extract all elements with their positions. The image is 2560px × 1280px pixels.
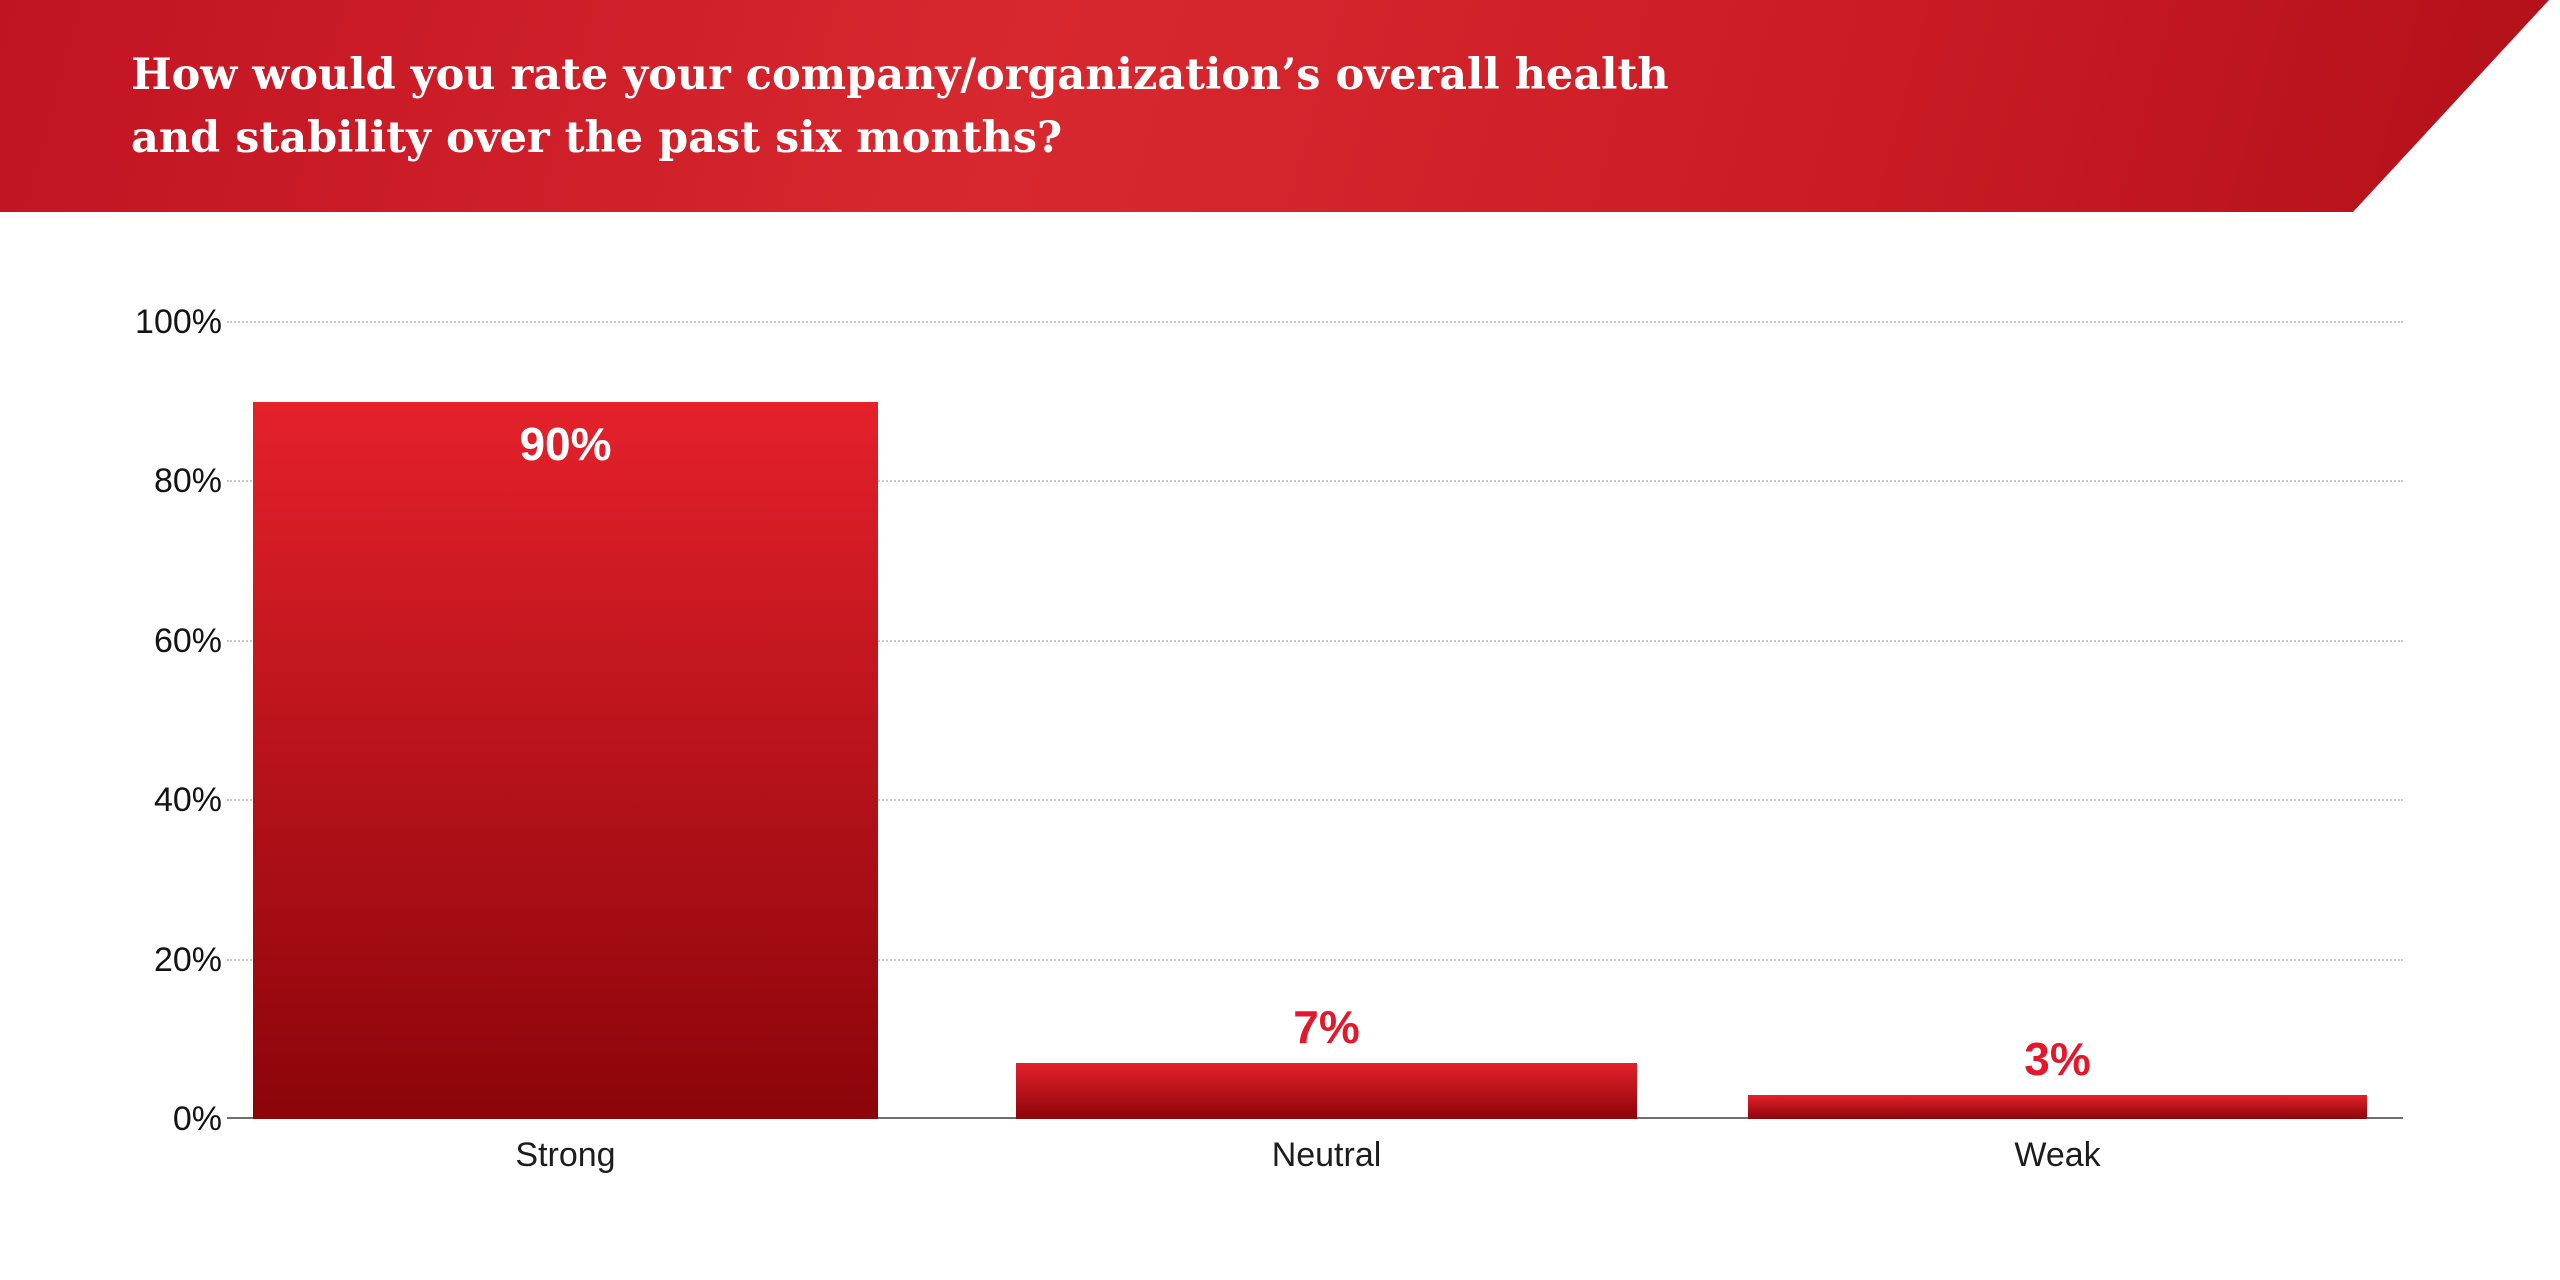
gridline-100 [227, 321, 2403, 323]
y-tick-label-0: 0% [172, 1100, 222, 1138]
category-label-weak: Weak [2014, 1136, 2101, 1174]
y-tick-label-60: 60% [153, 621, 222, 660]
category-label-strong: Strong [515, 1136, 616, 1174]
bar-neutral [1016, 1063, 1637, 1119]
bar-strong [253, 402, 878, 1119]
gridline-20 [227, 958, 2403, 961]
y-tick-label-40: 40% [153, 781, 222, 820]
gridline-80 [227, 480, 2403, 483]
y-tick-label-100: 100% [135, 303, 222, 341]
value-label-strong: 90% [519, 418, 612, 470]
y-tick-label-80: 80% [153, 462, 222, 501]
y-tick-label-20: 20% [153, 940, 222, 979]
value-label-weak: 3% [2024, 1033, 2091, 1085]
value-label-neutral: 7% [1293, 1001, 1360, 1053]
category-label-neutral: Neutral [1271, 1136, 1382, 1174]
gridline-40 [227, 799, 2403, 802]
gridline-60 [227, 639, 2403, 642]
bar-weak [1748, 1095, 2367, 1119]
header-banner: How would you rate your company/organiza… [0, 0, 2549, 212]
chart-question-title: How would you rate your company/organiza… [131, 44, 1669, 170]
title-line-2: and stability over the past six months? [131, 113, 1063, 163]
title-line-1: How would you rate your company/organiza… [131, 50, 1669, 100]
